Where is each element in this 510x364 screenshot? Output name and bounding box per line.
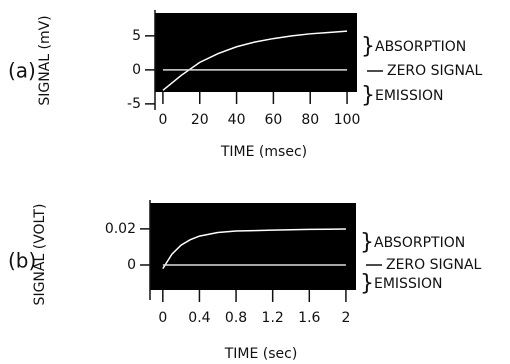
x-tick-label: 1.6 <box>298 310 320 326</box>
y-tick-label: -5 <box>127 96 141 112</box>
plot-background <box>155 13 357 92</box>
panel-label: (b) <box>8 249 36 273</box>
x-axis-label: TIME (sec) <box>224 346 298 362</box>
brace: } <box>361 34 375 59</box>
x-tick-label: 20 <box>191 112 209 128</box>
y-tick-label: 0 <box>132 62 141 78</box>
x-axis-label: TIME (msec) <box>220 144 307 160</box>
plot-background <box>150 203 356 290</box>
annotation: EMISSION <box>374 276 442 292</box>
panel-label: (a) <box>8 59 36 83</box>
y-axis-label: SIGNAL (mV) <box>37 15 53 105</box>
x-tick-label: 80 <box>301 112 319 128</box>
x-tick-label: 60 <box>264 112 282 128</box>
x-tick-label: 40 <box>228 112 246 128</box>
x-tick-label: 100 <box>334 112 361 128</box>
figure: 50-5020406080100TIME (msec)SIGNAL (mV)(a… <box>0 0 510 364</box>
y-tick-label: 5 <box>132 28 141 44</box>
x-tick-label: 0 <box>158 112 167 128</box>
brace: } <box>360 271 374 296</box>
annotation: ZERO SIGNAL <box>386 257 482 273</box>
brace: } <box>360 230 374 255</box>
y-tick-label: 0.02 <box>105 221 136 237</box>
x-tick-label: 0.8 <box>225 310 247 326</box>
annotation: ZERO SIGNAL <box>387 63 483 79</box>
annotation: ABSORPTION <box>375 39 466 55</box>
brace: } <box>361 83 375 108</box>
annotation: EMISSION <box>375 88 443 104</box>
y-tick-label: 0 <box>127 257 136 273</box>
x-tick-label: 1.2 <box>262 310 284 326</box>
x-tick-label: 2 <box>341 310 350 326</box>
x-tick-label: 0.4 <box>188 310 210 326</box>
x-tick-label: 0 <box>158 310 167 326</box>
annotation: ABSORPTION <box>374 235 465 251</box>
